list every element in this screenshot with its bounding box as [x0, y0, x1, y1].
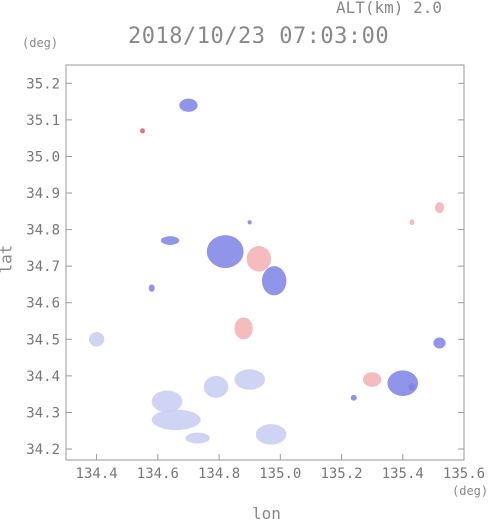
y-axis-ticks: 34.2 34.3 34.4 34.5 34.6 34.7 34.8 34.9 35.0 35.1…: [26, 76, 464, 458]
echo-patch-8: [246, 246, 272, 272]
x-tick-label: 135.2: [320, 466, 362, 482]
x-tick-label: 135.0: [259, 466, 301, 482]
echo-patch-22: [408, 383, 416, 391]
echo-patch-7: [206, 235, 244, 268]
x-axis-unit: (deg): [452, 484, 489, 498]
echo-patch-3: [185, 432, 210, 444]
x-tick-label: 134.6: [137, 466, 179, 482]
x-tick-label: 134.4: [76, 466, 118, 482]
echo-patch-5: [234, 369, 265, 390]
datetime-title: 2018/10/23 07:03:00: [128, 24, 390, 49]
echo-patch-10: [234, 317, 253, 340]
echo-patch-2: [151, 409, 201, 431]
y-axis-unit: (deg): [22, 36, 59, 50]
echo-patch-15: [434, 202, 445, 214]
y-tick-label: 34.3: [26, 405, 60, 421]
echo-patch-18: [140, 128, 145, 134]
echo-patch-21: [148, 284, 155, 292]
x-axis-label: lon: [252, 504, 281, 523]
echo-patch-9: [261, 266, 287, 296]
plot-frame: [65, 64, 465, 461]
y-tick-label: 34.2: [26, 442, 60, 458]
echo-patch-0: [88, 331, 105, 347]
y-tick-label: 35.2: [26, 76, 60, 92]
x-tick-label: 135.4: [382, 466, 424, 482]
x-tick-label: 135.6: [443, 466, 485, 482]
echo-patch-16: [409, 219, 415, 226]
echo-patch-1: [151, 390, 183, 413]
echo-patch-13: [387, 370, 419, 396]
x-axis-ticks: 134.4 134.6 134.8 135.0 135.2 135.4 135.6: [76, 454, 485, 482]
echo-patch-17: [433, 337, 446, 349]
echo-patches: [88, 98, 446, 445]
echo-patch-20: [350, 394, 357, 401]
y-tick-label: 34.8: [26, 223, 60, 239]
y-tick-label: 34.4: [26, 369, 60, 385]
echo-patch-4: [203, 375, 229, 398]
echo-patch-14: [362, 372, 382, 387]
y-tick-label: 34.9: [26, 186, 60, 202]
echo-patch-12: [179, 98, 198, 112]
y-tick-label: 34.5: [26, 332, 60, 348]
x-tick-label: 134.8: [198, 466, 240, 482]
echo-patch-6: [255, 424, 287, 445]
y-tick-label: 34.6: [26, 296, 60, 312]
y-tick-label: 34.7: [26, 259, 60, 275]
echo-patch-11: [160, 236, 180, 245]
y-tick-label: 35.0: [26, 149, 60, 165]
altitude-label: ALT(km) 2.0: [336, 0, 442, 17]
y-tick-label: 35.1: [26, 113, 60, 129]
echo-patch-19: [247, 220, 252, 225]
